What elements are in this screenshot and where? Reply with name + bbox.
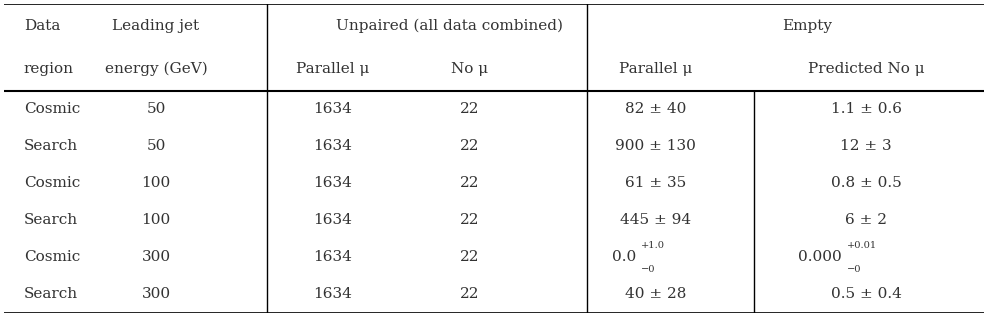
Text: 1634: 1634 — [313, 176, 352, 190]
Text: Search: Search — [24, 139, 78, 153]
Text: 1634: 1634 — [313, 250, 352, 264]
Text: 22: 22 — [459, 176, 479, 190]
Text: 0.8 ± 0.5: 0.8 ± 0.5 — [831, 176, 902, 190]
Text: −0: −0 — [641, 264, 655, 274]
Text: 50: 50 — [146, 102, 166, 116]
Text: +0.01: +0.01 — [847, 241, 877, 250]
Text: 300: 300 — [141, 250, 171, 264]
Text: Empty: Empty — [782, 19, 833, 33]
Text: 82 ± 40: 82 ± 40 — [625, 102, 687, 116]
Text: Data: Data — [24, 19, 60, 33]
Text: 1634: 1634 — [313, 139, 352, 153]
Text: 22: 22 — [459, 102, 479, 116]
Text: 6 ± 2: 6 ± 2 — [846, 213, 887, 227]
Text: 900 ± 130: 900 ± 130 — [616, 139, 697, 153]
Text: 1.1 ± 0.6: 1.1 ± 0.6 — [831, 102, 902, 116]
Text: Predicted No μ: Predicted No μ — [808, 62, 925, 76]
Text: Parallel μ: Parallel μ — [618, 62, 693, 76]
Text: 61 ± 35: 61 ± 35 — [625, 176, 687, 190]
Text: energy (GeV): energy (GeV) — [105, 62, 207, 76]
Text: 445 ± 94: 445 ± 94 — [620, 213, 692, 227]
Text: 1634: 1634 — [313, 213, 352, 227]
Text: Cosmic: Cosmic — [24, 102, 80, 116]
Text: 0.000: 0.000 — [798, 250, 842, 264]
Text: Leading jet: Leading jet — [113, 19, 200, 33]
Text: Cosmic: Cosmic — [24, 250, 80, 264]
Text: 100: 100 — [141, 176, 171, 190]
Text: 12 ± 3: 12 ± 3 — [841, 139, 892, 153]
Text: 22: 22 — [459, 139, 479, 153]
Text: 0.0: 0.0 — [612, 250, 636, 264]
Text: 1634: 1634 — [313, 287, 352, 301]
Text: 300: 300 — [141, 287, 171, 301]
Text: Search: Search — [24, 213, 78, 227]
Text: −0: −0 — [847, 264, 862, 274]
Text: 1634: 1634 — [313, 102, 352, 116]
Text: Search: Search — [24, 287, 78, 301]
Text: 22: 22 — [459, 250, 479, 264]
Text: 22: 22 — [459, 213, 479, 227]
Text: +1.0: +1.0 — [641, 241, 665, 250]
Text: 40 ± 28: 40 ± 28 — [625, 287, 687, 301]
Text: region: region — [24, 62, 74, 76]
Text: Parallel μ: Parallel μ — [295, 62, 370, 76]
Text: Cosmic: Cosmic — [24, 176, 80, 190]
Text: 100: 100 — [141, 213, 171, 227]
Text: Unpaired (all data combined): Unpaired (all data combined) — [337, 19, 563, 33]
Text: 50: 50 — [146, 139, 166, 153]
Text: 22: 22 — [459, 287, 479, 301]
Text: 0.5 ± 0.4: 0.5 ± 0.4 — [831, 287, 902, 301]
Text: No μ: No μ — [451, 62, 488, 76]
